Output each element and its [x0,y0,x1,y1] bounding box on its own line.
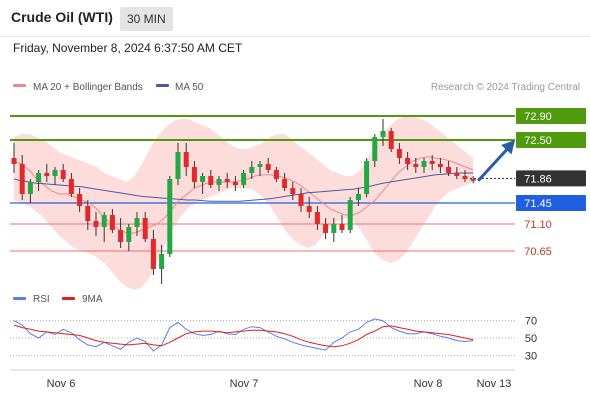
level-label-box [516,170,586,187]
rsi-tick-label: 30 [525,350,537,362]
candle-body [364,161,370,194]
ma50-line [13,172,474,202]
legend-9ma-swatch [62,297,75,300]
price-plot-area: 72.90 72.50 71.86 71.45 71.10 70.65 [10,108,586,290]
datetime-label: Friday, November 8, 2024 6:37:50 AM CET [13,41,243,55]
level-label: 71.10 [524,219,552,231]
candle-body [68,179,74,194]
time-axis: Nov 6 Nov 7 Nov 8 Nov 13 [10,369,515,390]
level-label: 72.90 [524,111,552,123]
instrument-title: Crude Oil (WTI) [11,9,113,25]
candle-body [372,137,378,161]
candle-body [101,215,107,227]
candle-body [224,179,230,182]
candle-body [175,152,181,179]
candle-body [454,173,460,176]
level-label-box [516,195,586,211]
candle-body [208,176,214,185]
candle-body [93,221,99,227]
x-tick-label: Nov 6 [47,378,76,390]
candle-body [159,254,165,269]
candle-body [429,161,435,164]
timeframe-button[interactable]: 30 MIN [120,7,173,31]
candle-body [19,164,25,194]
candle-body [470,179,476,181]
candle-body [405,158,411,164]
x-tick-label: Nov 7 [230,378,259,390]
rsi-ma-line [13,324,474,348]
candle-body [355,194,361,200]
candle-body [191,167,197,182]
candle-body [265,164,271,170]
legend-rsi-swatch [13,297,26,300]
candle-body [150,239,156,269]
level-label-box [516,132,586,148]
candle-body [323,224,329,233]
candle-body [298,194,304,206]
level-label: 72.50 [524,135,552,147]
candle-body [126,227,132,242]
candle-body [142,218,148,239]
forecast-arrow-head [501,140,515,155]
candle-body [462,176,468,179]
candle-body [134,218,140,227]
candle-body [60,170,66,179]
candle-body [273,170,279,179]
legend-rsi-label: RSI [33,294,50,305]
candle-body [216,179,222,185]
candle-body [421,161,427,167]
candle-body [396,149,402,158]
candle-body [306,206,312,212]
candle-body [44,173,50,176]
candle-body [118,230,124,242]
main-legend: MA 20 + Bollinger Bands MA 50 Research ©… [13,82,580,93]
candle-body [282,179,288,188]
candle-body [290,188,296,194]
candle-body [232,182,238,185]
candle-body [257,164,263,167]
top-bar: Crude Oil (WTI) 30 MIN [0,0,590,37]
candle-body [314,212,320,224]
candle-body [388,131,394,149]
candle-body [200,176,206,182]
x-tick-label: Nov 8 [414,378,443,390]
candle-body [339,224,345,230]
candle-body [109,215,115,230]
candle-body [52,170,58,176]
x-tick-label: Nov 13 [477,378,512,390]
legend-ma50-swatch [156,84,169,87]
level-label-box [516,108,586,124]
level-label: 70.65 [524,246,552,258]
rsi-plot-area: 70 50 30 [10,316,537,362]
legend-ma20-label: MA 20 + Bollinger Bands [33,82,143,93]
rsi-tick-label: 70 [525,316,537,328]
candle-body [446,167,452,173]
candle-body [27,182,33,194]
legend-ma20-swatch [13,84,26,87]
candle-body [241,173,247,185]
candle-body [183,152,189,167]
research-credit: Research © 2024 Trading Central [431,82,580,93]
candle-body [77,194,83,206]
candle-body [437,164,443,167]
rsi-legend: RSI 9MA [13,294,103,305]
candle-body [85,206,91,221]
legend-9ma-label: 9MA [82,294,103,305]
candle-body [347,200,353,230]
candle-body [36,173,42,182]
candle-body [331,224,337,233]
candle-body [11,158,17,164]
level-label: 71.86 [524,173,552,185]
rsi-tick-label: 50 [525,333,537,345]
level-label: 71.45 [524,198,552,210]
candle-body [167,179,173,254]
forecast-arrow-line [477,144,512,182]
candle-body [249,167,255,173]
rsi-line [13,318,474,352]
candle-body [380,131,386,137]
legend-ma50-label: MA 50 [175,82,204,93]
candle-body [413,164,419,167]
